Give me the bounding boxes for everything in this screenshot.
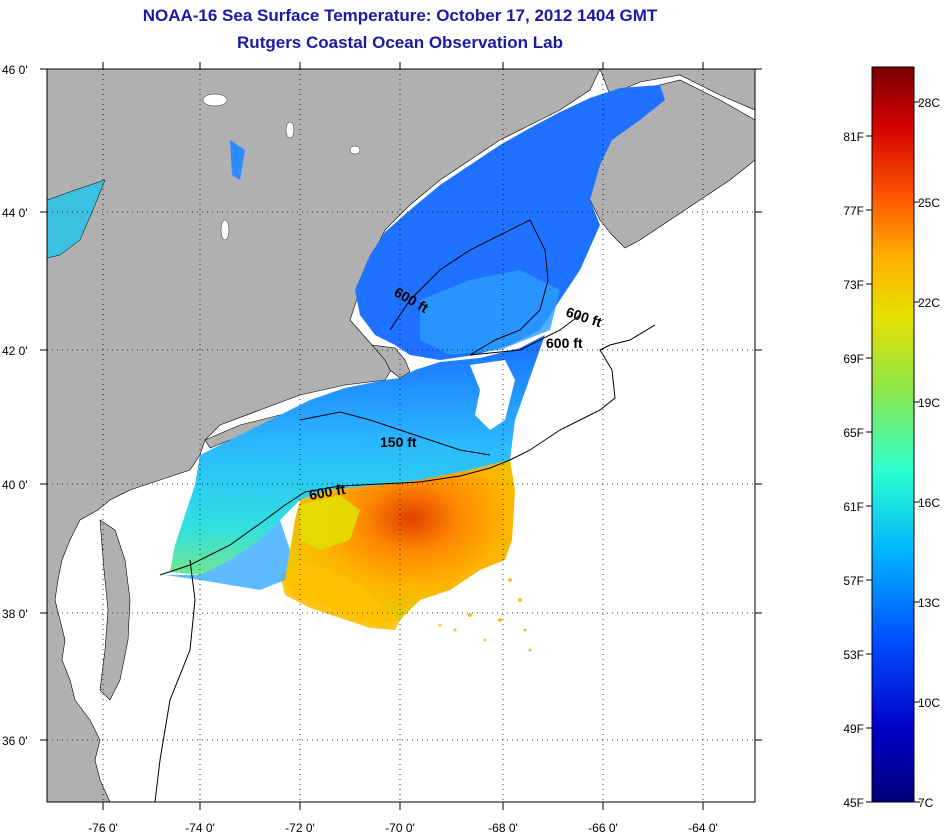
colorbar-c-label: 10C xyxy=(918,696,940,710)
map-subtitle: Rutgers Coastal Ocean Observation Lab xyxy=(237,33,563,52)
colorbar-gradient xyxy=(871,66,915,803)
contour-label: 600 ft xyxy=(308,481,347,503)
map-canvas: 600 ft 600 ft 600 ft 150 ft 600 ft xyxy=(47,69,755,802)
colorbar-c-label: 22C xyxy=(918,296,940,310)
lon-tick-label: -74 0' xyxy=(185,821,215,835)
lat-tick-label: 40 0' xyxy=(2,478,28,492)
colorbar-c-label: 19C xyxy=(918,396,940,410)
longitude-axis: -76 0' -74 0' -72 0' -70 0' -68 0' -66 0… xyxy=(88,62,718,835)
map-title: NOAA-16 Sea Surface Temperature: October… xyxy=(142,6,658,25)
temperature-colorbar: 81F 77F 73F 69F 65F 61F 57F 53F 49F 45F … xyxy=(843,66,940,810)
colorbar-c-label: 7C xyxy=(918,796,934,810)
lat-tick-label: 44 0' xyxy=(2,206,28,220)
lon-tick-label: -76 0' xyxy=(88,821,118,835)
colorbar-c-label: 25C xyxy=(918,196,940,210)
colorbar-c-label: 28C xyxy=(918,96,940,110)
colorbar-f-label: 69F xyxy=(843,352,864,366)
lon-tick-label: -68 0' xyxy=(488,821,518,835)
colorbar-f-label: 65F xyxy=(843,426,864,440)
lon-tick-label: -72 0' xyxy=(285,821,315,835)
lat-tick-label: 46 0' xyxy=(2,63,28,77)
map-frame xyxy=(46,68,756,803)
colorbar-f-label: 73F xyxy=(843,278,864,292)
colorbar-f-label: 57F xyxy=(843,574,864,588)
lat-tick-label: 38 0' xyxy=(2,607,28,621)
sst-gulf-of-maine xyxy=(355,85,665,360)
colorbar-f-label: 45F xyxy=(843,796,864,810)
contour-label: 600 ft xyxy=(546,335,583,351)
sst-shelf-cool xyxy=(170,335,545,575)
delmarva-peninsula xyxy=(99,519,131,701)
latitude-axis: 36 0' 38 0' 40 0' 42 0' 44 0' 46 0' xyxy=(2,63,762,748)
land-mass-us xyxy=(47,69,601,802)
lon-tick-label: -70 0' xyxy=(385,821,415,835)
colorbar-c-label: 13C xyxy=(918,596,940,610)
lat-tick-label: 42 0' xyxy=(2,344,28,358)
colorbar-f-label: 81F xyxy=(843,130,864,144)
colorbar-c-label: 16C xyxy=(918,496,940,510)
lon-tick-label: -64 0' xyxy=(688,821,718,835)
colorbar-f-label: 77F xyxy=(843,204,864,218)
colorbar-f-label: 61F xyxy=(843,500,864,514)
cape-cod xyxy=(371,344,411,379)
lat-tick-label: 36 0' xyxy=(2,734,28,748)
lon-tick-label: -66 0' xyxy=(588,821,618,835)
colorbar-f-label: 53F xyxy=(843,648,864,662)
colorbar-f-label: 49F xyxy=(843,722,864,736)
grid-lines xyxy=(47,69,755,802)
contour-label: 150 ft xyxy=(380,434,417,450)
